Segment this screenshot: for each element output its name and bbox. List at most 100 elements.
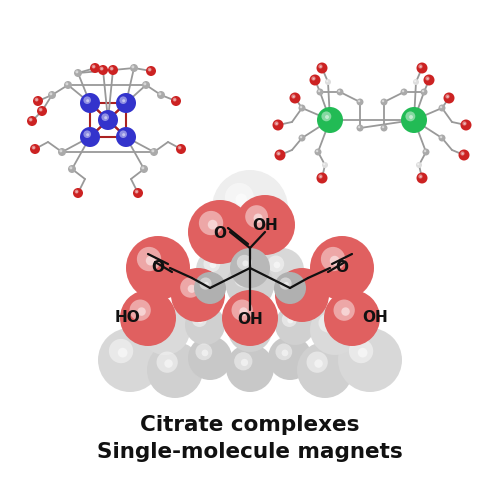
Circle shape bbox=[196, 248, 240, 292]
Circle shape bbox=[268, 255, 284, 272]
Circle shape bbox=[260, 248, 304, 292]
Circle shape bbox=[27, 116, 37, 126]
Circle shape bbox=[30, 144, 40, 154]
Circle shape bbox=[276, 123, 278, 125]
Circle shape bbox=[284, 282, 289, 287]
Circle shape bbox=[30, 119, 32, 120]
Circle shape bbox=[222, 290, 278, 346]
Circle shape bbox=[420, 88, 428, 96]
Circle shape bbox=[274, 149, 285, 160]
Circle shape bbox=[284, 277, 304, 298]
Circle shape bbox=[338, 328, 402, 392]
Circle shape bbox=[196, 344, 212, 360]
Circle shape bbox=[274, 272, 306, 304]
Circle shape bbox=[382, 101, 384, 102]
Circle shape bbox=[313, 78, 314, 80]
Circle shape bbox=[152, 150, 154, 152]
Text: O: O bbox=[214, 226, 226, 240]
Circle shape bbox=[358, 127, 360, 128]
Circle shape bbox=[199, 211, 223, 235]
Circle shape bbox=[98, 328, 162, 392]
Text: HO: HO bbox=[115, 311, 141, 325]
Text: Citrate complexes: Citrate complexes bbox=[140, 415, 360, 435]
Circle shape bbox=[326, 321, 333, 328]
Circle shape bbox=[320, 176, 322, 178]
Circle shape bbox=[60, 150, 62, 152]
Circle shape bbox=[280, 277, 291, 289]
Circle shape bbox=[126, 236, 190, 300]
Circle shape bbox=[358, 101, 360, 102]
Circle shape bbox=[241, 276, 248, 283]
Circle shape bbox=[140, 165, 148, 173]
Circle shape bbox=[447, 96, 448, 97]
Circle shape bbox=[422, 90, 424, 92]
Text: O: O bbox=[152, 261, 164, 276]
Circle shape bbox=[146, 256, 156, 265]
Circle shape bbox=[226, 261, 274, 309]
Circle shape bbox=[416, 162, 422, 168]
Circle shape bbox=[245, 205, 268, 228]
Text: OH: OH bbox=[252, 218, 278, 233]
Circle shape bbox=[317, 107, 343, 133]
Circle shape bbox=[234, 269, 252, 288]
Circle shape bbox=[76, 71, 78, 73]
Circle shape bbox=[358, 100, 360, 102]
Circle shape bbox=[73, 188, 83, 198]
Circle shape bbox=[34, 98, 38, 101]
Circle shape bbox=[100, 67, 103, 71]
Circle shape bbox=[293, 96, 294, 97]
Circle shape bbox=[424, 74, 434, 85]
Circle shape bbox=[382, 100, 384, 102]
Circle shape bbox=[330, 256, 340, 265]
Circle shape bbox=[334, 300, 355, 321]
Circle shape bbox=[152, 149, 154, 153]
Circle shape bbox=[242, 260, 248, 266]
Circle shape bbox=[148, 313, 168, 333]
Circle shape bbox=[268, 336, 312, 380]
Circle shape bbox=[241, 359, 248, 366]
Circle shape bbox=[68, 165, 76, 173]
Circle shape bbox=[149, 69, 150, 71]
Circle shape bbox=[458, 149, 469, 160]
Circle shape bbox=[180, 277, 201, 298]
Circle shape bbox=[130, 64, 138, 72]
Circle shape bbox=[382, 126, 384, 128]
Circle shape bbox=[74, 69, 82, 77]
Circle shape bbox=[380, 124, 388, 132]
Circle shape bbox=[192, 312, 207, 327]
Circle shape bbox=[64, 81, 72, 89]
Circle shape bbox=[130, 300, 151, 321]
Circle shape bbox=[86, 133, 89, 136]
Circle shape bbox=[120, 290, 176, 346]
Circle shape bbox=[418, 64, 422, 69]
Circle shape bbox=[204, 282, 209, 287]
Circle shape bbox=[118, 348, 128, 358]
Circle shape bbox=[300, 137, 302, 138]
Circle shape bbox=[37, 106, 47, 116]
Circle shape bbox=[98, 65, 108, 75]
Circle shape bbox=[276, 151, 280, 156]
Circle shape bbox=[120, 96, 127, 104]
Circle shape bbox=[38, 108, 42, 111]
Circle shape bbox=[133, 188, 143, 198]
Circle shape bbox=[84, 96, 91, 104]
Circle shape bbox=[116, 93, 136, 113]
Circle shape bbox=[136, 191, 138, 192]
Circle shape bbox=[288, 317, 294, 324]
Circle shape bbox=[414, 80, 416, 82]
Circle shape bbox=[254, 214, 262, 223]
Circle shape bbox=[316, 151, 318, 152]
Circle shape bbox=[325, 79, 331, 85]
Circle shape bbox=[310, 305, 360, 355]
Circle shape bbox=[342, 307, 350, 316]
Circle shape bbox=[172, 98, 176, 101]
Circle shape bbox=[382, 127, 384, 128]
Circle shape bbox=[156, 321, 163, 328]
Circle shape bbox=[32, 146, 36, 149]
Circle shape bbox=[50, 92, 52, 96]
Circle shape bbox=[60, 149, 62, 153]
Circle shape bbox=[156, 351, 178, 373]
Circle shape bbox=[298, 134, 306, 142]
Circle shape bbox=[292, 95, 296, 98]
Circle shape bbox=[462, 153, 464, 155]
